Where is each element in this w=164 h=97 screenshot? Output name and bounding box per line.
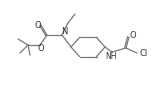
Text: O: O bbox=[34, 20, 41, 29]
Text: NH: NH bbox=[106, 52, 117, 61]
Text: N: N bbox=[61, 26, 68, 36]
Text: O: O bbox=[130, 32, 136, 41]
Text: O: O bbox=[38, 44, 44, 53]
Text: Cl: Cl bbox=[140, 48, 148, 58]
